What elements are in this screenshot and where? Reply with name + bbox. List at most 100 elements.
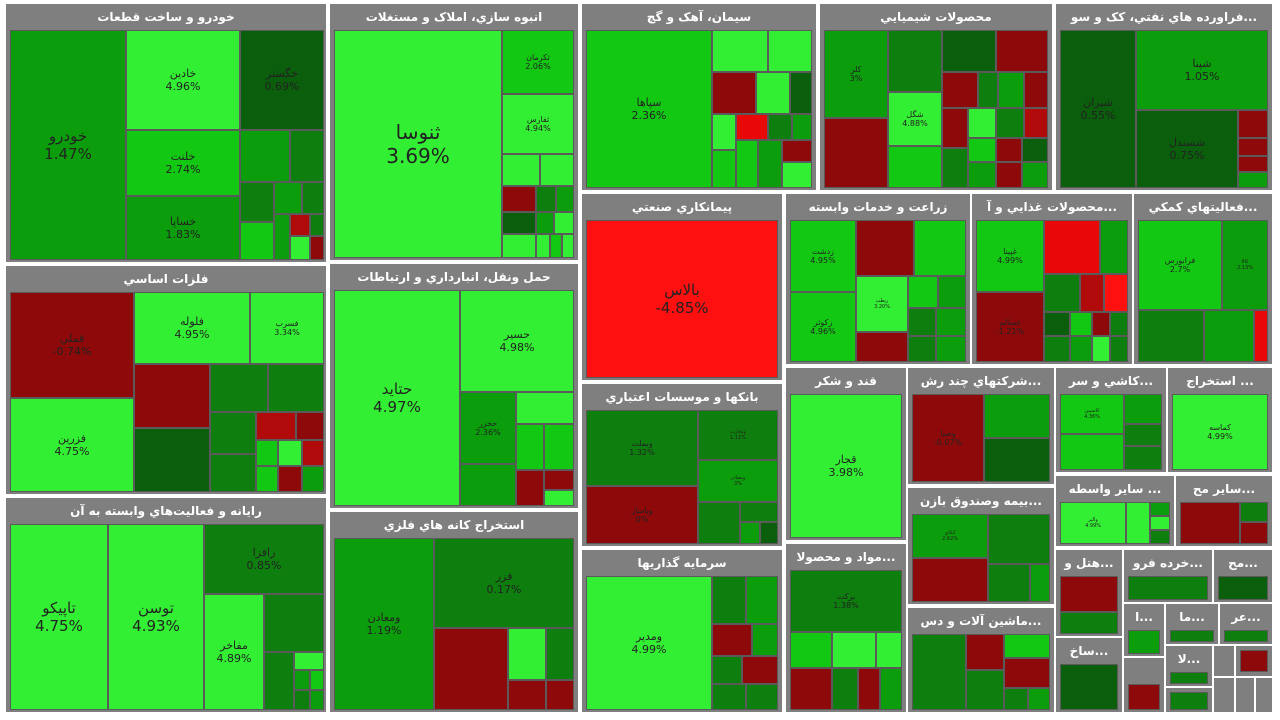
stock-tile[interactable] [968,108,996,138]
stock-tile[interactable]: حتايد 4.97% [334,290,460,506]
stock-tile[interactable] [516,424,544,470]
sector-title[interactable]: ...محصولات غذايي و آ [986,200,1118,214]
stock-tile[interactable] [736,114,768,140]
stock-tile[interactable] [1138,310,1204,362]
stock-tile[interactable] [502,234,536,258]
stock-tile[interactable] [290,214,310,236]
stock-tile[interactable] [1180,502,1240,544]
stock-tile[interactable] [310,670,324,690]
sector-title[interactable]: رايانه و فعاليت‌هاي وابسته به آن [70,504,262,518]
stock-tile[interactable] [1128,630,1160,654]
stock-tile[interactable] [296,412,324,440]
stock-tile[interactable] [264,594,324,652]
sector-title[interactable]: ...بیمه وصندوق بازن [920,494,1042,508]
stock-tile[interactable] [1100,220,1128,274]
stock-tile[interactable] [942,72,978,108]
stock-tile[interactable]: ثفارس 4.94% [502,94,574,154]
stock-tile[interactable] [302,466,324,492]
sector-title[interactable]: ...ساير مح [1192,482,1256,496]
sector-title[interactable]: پيمانکاري صنعتي [631,200,733,214]
stock-tile[interactable] [876,632,902,668]
stock-tile[interactable] [1028,688,1050,710]
stock-tile[interactable] [1170,630,1214,642]
stock-tile[interactable] [134,364,210,428]
stock-tile[interactable] [1238,172,1268,188]
stock-tile[interactable] [790,668,832,710]
stock-tile[interactable] [544,490,574,506]
stock-tile[interactable] [968,162,996,188]
stock-tile[interactable] [508,628,546,680]
stock-tile[interactable] [268,364,324,412]
stock-tile[interactable] [556,186,574,212]
stock-tile[interactable] [712,576,746,624]
stock-tile[interactable] [1044,336,1070,362]
stock-tile[interactable] [546,680,574,710]
stock-tile[interactable] [712,150,736,188]
stock-tile[interactable]: بالاس -4.85% [586,220,778,378]
stock-tile[interactable] [1022,162,1048,188]
stock-tile[interactable]: غسالم -1.21% [976,292,1044,362]
stock-tile[interactable] [1030,564,1050,602]
stock-tile[interactable] [302,182,324,214]
sector-title[interactable]: قند و شکر [815,374,877,388]
stock-tile[interactable] [1128,576,1208,600]
stock-tile[interactable] [968,138,996,162]
stock-tile[interactable] [1060,664,1118,710]
stock-tile[interactable] [1224,630,1268,642]
stock-tile[interactable]: خساپا 1.83% [126,196,240,260]
sector-title[interactable]: محصولات شيميايي [880,10,992,24]
stock-tile[interactable] [782,140,812,162]
stock-tile[interactable] [996,162,1022,188]
stock-tile[interactable] [210,364,268,412]
stock-tile[interactable] [792,114,812,140]
sector-title[interactable]: ...ا [1135,610,1153,624]
stock-tile[interactable] [554,212,574,234]
sector-title[interactable]: ...شرکتهاي چند رش [920,374,1042,388]
stock-tile[interactable]: وپاسار 0% [586,486,698,544]
stock-tile[interactable] [712,684,746,710]
stock-tile[interactable] [1238,110,1268,138]
stock-tile[interactable] [756,72,790,114]
stock-tile[interactable] [880,668,902,710]
stock-tile[interactable]: شپنا 1.05% [1136,30,1268,110]
sector-title[interactable]: استخراج كانه هاي فلزي [383,518,525,532]
stock-tile[interactable]: فملي -0.74% [10,292,134,398]
stock-tile[interactable]: فزر 0.17% [434,538,574,628]
stock-tile[interactable] [998,72,1024,108]
stock-tile[interactable]: كماسه 4.99% [1172,394,1268,470]
stock-tile[interactable] [516,470,544,506]
stock-tile[interactable] [294,670,310,690]
stock-tile[interactable] [240,130,290,182]
sector-title[interactable]: حمل ونقل، انبارداري و ارتباطات [357,270,551,284]
stock-tile[interactable] [1092,312,1110,336]
stock-tile[interactable] [1004,688,1028,710]
sector-title[interactable]: سرمايه گذاريها [637,556,727,570]
stock-tile[interactable] [996,30,1048,72]
sector-title[interactable]: خودرو و ساخت قطعات [97,10,235,24]
stock-tile[interactable]: خودرو 1.47% [10,30,126,260]
stock-tile[interactable]: والبر 4.99% [1060,502,1126,544]
stock-tile[interactable] [908,308,936,336]
stock-tile[interactable] [698,502,740,544]
stock-tile[interactable] [210,454,256,492]
stock-tile[interactable] [274,182,302,214]
stock-tile[interactable] [996,138,1022,162]
stock-tile[interactable] [290,130,324,182]
sector-title[interactable]: بانكها و موسسات اعتباري [605,390,759,404]
stock-tile[interactable] [740,502,778,522]
stock-tile[interactable]: فلوله 4.95% [134,292,250,364]
sector-title[interactable]: ...ساخ [1069,644,1109,658]
stock-tile[interactable] [134,428,210,492]
stock-tile[interactable]: كالا 2.13% [1222,220,1268,310]
stock-tile[interactable] [290,236,310,260]
stock-tile[interactable] [546,628,574,680]
stock-tile[interactable] [1170,672,1208,684]
stock-tile[interactable]: خادين 4.96% [126,30,240,130]
stock-tile[interactable] [746,684,778,710]
stock-tile[interactable] [1240,650,1268,672]
stock-tile[interactable] [1092,336,1110,362]
stock-tile[interactable] [712,114,736,150]
stock-tile[interactable] [536,186,556,212]
stock-tile[interactable] [908,336,936,362]
stock-tile[interactable]: خلنت 2.74% [126,130,240,196]
